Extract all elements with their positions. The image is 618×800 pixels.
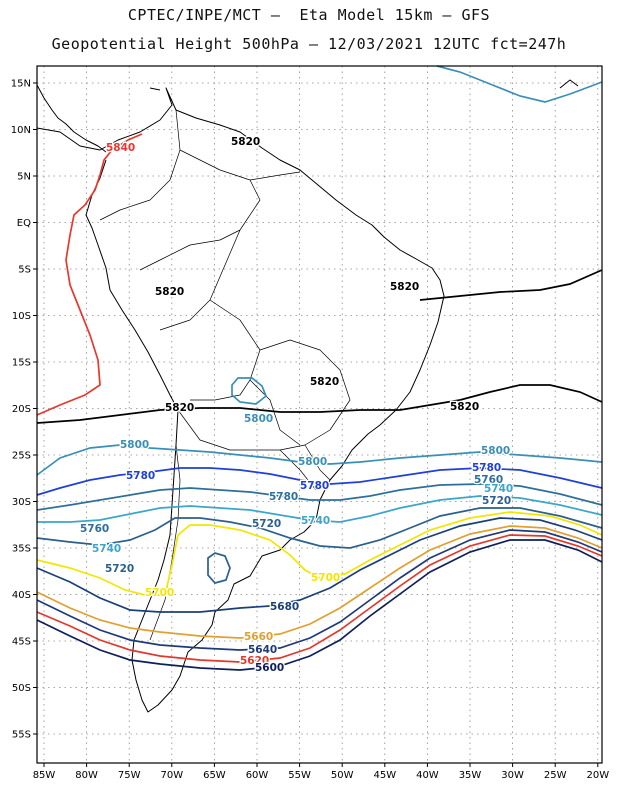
- contour-5800-small: [231, 377, 268, 405]
- caribbean-island: [149, 87, 161, 91]
- label-5820: 5820: [390, 281, 419, 293]
- contour-5720: [36, 507, 603, 549]
- lat-tick-label: EQ: [17, 218, 31, 229]
- lat-tick-label: 15N: [11, 79, 31, 90]
- lat-tick-label: 30S: [12, 497, 31, 508]
- label-5800: 5800: [481, 445, 510, 457]
- lon-tick-label: 50W: [331, 770, 354, 781]
- contour-labels: 5840 5820 5820 5820 5820 5820 5820 5800 …: [79, 135, 515, 676]
- label-5620: 5620: [240, 655, 269, 667]
- lat-lon-grid: [37, 66, 602, 763]
- islands-ne: [559, 79, 579, 89]
- map-subtitle: Geopotential Height 500hPa – 12/03/2021 …: [51, 35, 567, 53]
- lat-tick-label: 45S: [12, 637, 31, 648]
- country-borders: [99, 109, 351, 641]
- label-5820: 5820: [450, 401, 479, 413]
- lat-tick-label: 55S: [12, 730, 31, 741]
- label-5800: 5800: [120, 439, 149, 451]
- label-5760: 5760: [80, 523, 109, 535]
- map-frame: [36, 65, 603, 764]
- label-5840: 5840: [106, 142, 135, 154]
- lon-tick-label: 65W: [203, 770, 226, 781]
- contour-5800-north: [436, 65, 603, 103]
- lon-tick-label: 25W: [544, 770, 567, 781]
- lat-tick-label: 5S: [18, 265, 31, 276]
- lat-tick-label: 15S: [12, 358, 31, 369]
- lon-tick-label: 45W: [373, 770, 396, 781]
- lon-tick-label: 30W: [501, 770, 524, 781]
- contour-5840: [36, 133, 143, 416]
- label-5740: 5740: [301, 515, 330, 527]
- lon-tick-label: 80W: [75, 770, 98, 781]
- contour-5680: [36, 517, 603, 613]
- contour-5780: [36, 467, 603, 496]
- label-5820: 5820: [310, 376, 339, 388]
- label-5720: 5720: [105, 563, 134, 575]
- contour-5820: [36, 384, 603, 424]
- label-5680: 5680: [270, 601, 299, 613]
- contour-5700-small: [207, 552, 231, 584]
- label-5780: 5780: [472, 462, 501, 474]
- contour-5620: [36, 534, 603, 663]
- lat-tick-label: 50S: [12, 683, 31, 694]
- contour-5740: [37, 495, 603, 523]
- label-5820: 5820: [165, 402, 194, 414]
- contour-5660: [36, 525, 603, 639]
- map-title: CPTEC/INPE/MCT – Eta Model 15km – GFS: [127, 6, 491, 24]
- contour-5820-north: [419, 269, 603, 301]
- lon-tick-label: 35W: [459, 770, 482, 781]
- label-5740: 5740: [484, 483, 513, 495]
- coastline: [36, 79, 579, 713]
- lon-tick-label: 85W: [33, 770, 56, 781]
- lon-tick-label: 20W: [586, 770, 609, 781]
- lon-tick-label: 70W: [160, 770, 183, 781]
- central-america-coastline: [36, 84, 107, 153]
- label-5640: 5640: [248, 644, 277, 656]
- label-5660: 5660: [244, 631, 273, 643]
- lat-tick-label: 40S: [12, 590, 31, 601]
- lat-tick-label: 20S: [12, 404, 31, 415]
- axis-ticks: 15N 10N 5N EQ 5S 10S 15S 20S 25S 30S 35S 40S 45S 50S 5…: [11, 79, 609, 782]
- label-5720: 5720: [482, 495, 511, 507]
- label-5780: 5780: [300, 480, 329, 492]
- label-5780: 5780: [126, 470, 155, 482]
- label-5780: 5780: [269, 491, 298, 503]
- label-5740: 5740: [92, 543, 121, 555]
- lat-tick-label: 5N: [17, 172, 31, 183]
- lon-tick-label: 60W: [246, 770, 269, 781]
- lon-tick-label: 75W: [118, 770, 141, 781]
- label-5800: 5800: [298, 456, 327, 468]
- label-5760: 5760: [474, 474, 503, 486]
- lon-tick-label: 55W: [288, 770, 311, 781]
- lat-tick-label: 10N: [11, 125, 31, 136]
- contour-5800: [36, 444, 603, 476]
- contour-5760: [36, 483, 603, 511]
- label-5800: 5800: [244, 413, 273, 425]
- label-5600: 5600: [255, 662, 284, 674]
- lat-tick-label: 10S: [12, 311, 31, 322]
- contour-5600: [36, 539, 603, 671]
- contour-5640: [36, 529, 603, 651]
- lon-tick-label: 40W: [416, 770, 439, 781]
- contour-lines: [36, 65, 603, 671]
- label-5700: 5700: [145, 587, 174, 599]
- contour-5700: [36, 511, 603, 596]
- lat-tick-label: 25S: [12, 451, 31, 462]
- lat-tick-label: 35S: [12, 544, 31, 555]
- label-5700: 5700: [311, 572, 340, 584]
- label-5820: 5820: [231, 136, 260, 148]
- label-5820: 5820: [155, 286, 184, 298]
- label-5720: 5720: [252, 518, 281, 530]
